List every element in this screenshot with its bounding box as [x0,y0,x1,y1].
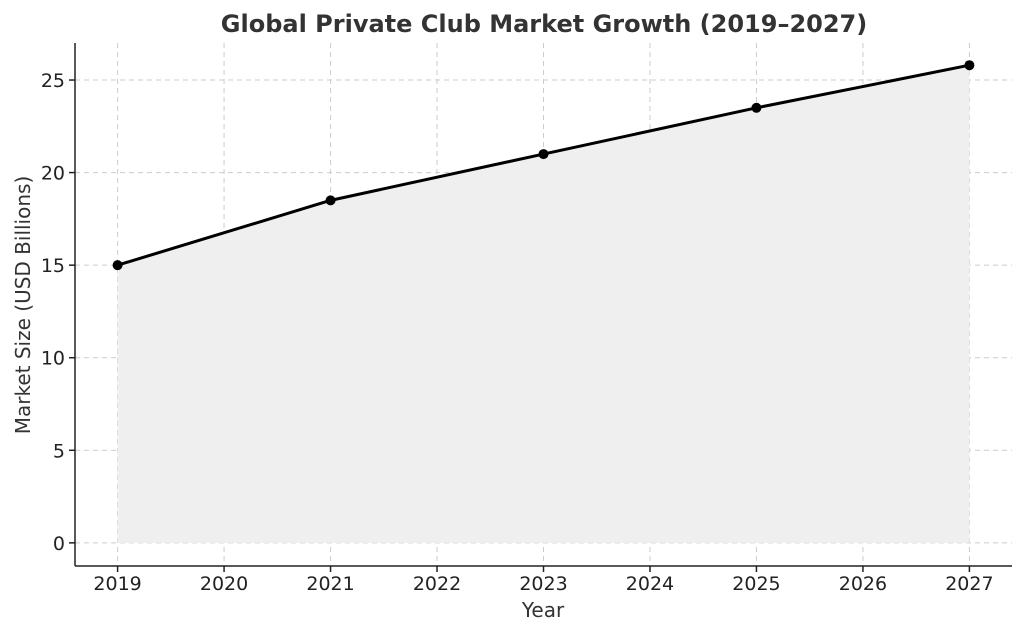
data-point [538,149,549,160]
area-fill-path [117,65,970,543]
y-tick-label: 10 [41,348,65,370]
area-fill [117,65,970,543]
x-tick-label: 2022 [413,573,461,595]
y-tick-label: 20 [41,163,65,185]
x-tick-label: 2020 [200,573,248,595]
y-tick-label: 25 [41,70,65,92]
y-tick-label: 5 [53,440,65,462]
y-ticks: 0 5 10 15 20 25 [41,70,75,555]
data-point [964,60,975,71]
data-point [112,260,123,271]
x-axis-label: Year [521,598,565,622]
x-tick-label: 2026 [839,573,887,595]
y-tick-label: 15 [41,255,65,277]
data-point [325,195,336,206]
x-tick-label: 2021 [306,573,354,595]
data-point [751,102,762,113]
y-tick-label: 0 [53,533,65,555]
y-axis-label: Market Size (USD Billions) [11,176,35,435]
x-tick-label: 2023 [519,573,567,595]
x-tick-label: 2027 [945,573,993,595]
x-tick-label: 2024 [626,573,674,595]
series-points [112,60,975,271]
chart-title: Global Private Club Market Growth (2019–… [221,10,867,38]
x-tick-label: 2025 [732,573,780,595]
x-ticks: 2019 2020 2021 2022 2023 2024 2025 2026 2027 [93,566,994,595]
x-tick-label: 2019 [93,573,141,595]
